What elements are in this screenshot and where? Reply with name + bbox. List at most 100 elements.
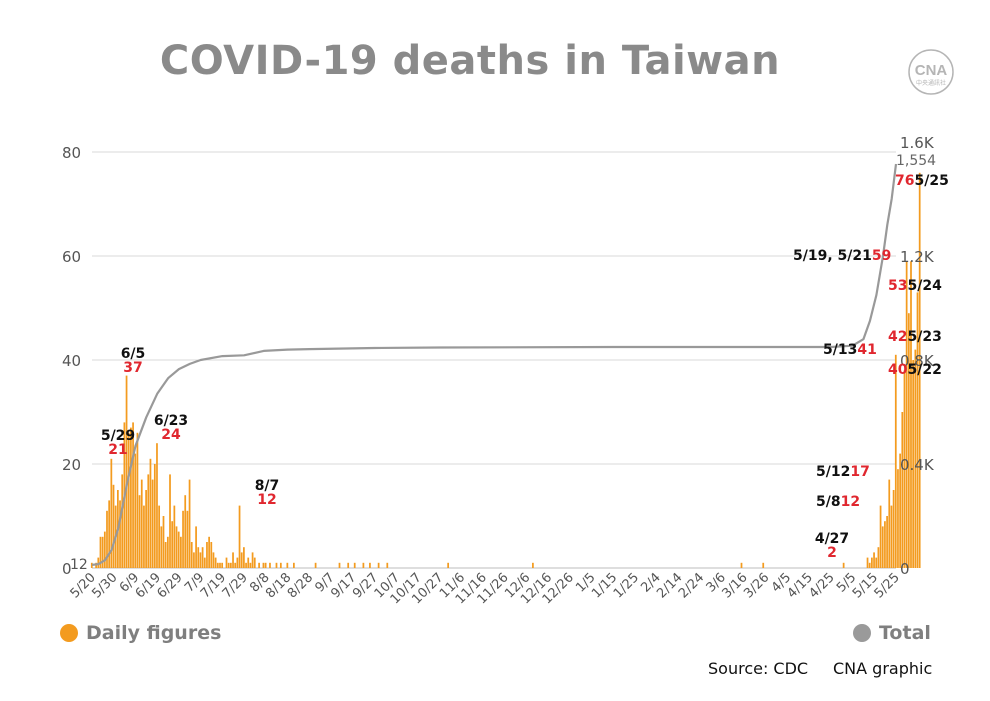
- bar: [164, 542, 167, 568]
- annotation-value: 42: [888, 329, 907, 345]
- bar: [184, 495, 187, 568]
- bar: [881, 526, 884, 568]
- bar: [140, 479, 143, 568]
- logo-subtitle: 中央通訊社: [916, 79, 946, 87]
- x-tick-label: 4/25: [806, 570, 837, 601]
- credit-note: CNA graphic: [833, 659, 933, 678]
- bar: [910, 261, 912, 568]
- bar: [236, 557, 239, 568]
- bar: [173, 505, 176, 568]
- legend-daily: Daily figures: [60, 622, 221, 644]
- bar: [897, 469, 899, 568]
- bar: [188, 479, 191, 568]
- legend-total-label: Total: [879, 622, 931, 644]
- right-tick-label: 1.2K: [900, 248, 935, 266]
- left-tick-label: 60: [62, 248, 81, 266]
- annotation-value: 17: [850, 464, 869, 480]
- bar: [166, 536, 169, 568]
- bar: [132, 422, 134, 568]
- bar: [912, 360, 915, 568]
- bar: [232, 552, 234, 568]
- bar: [121, 474, 124, 568]
- annotation-value: 2: [827, 545, 837, 561]
- bar: [190, 542, 193, 568]
- bar: [293, 562, 295, 568]
- annotation-value: 24: [161, 427, 181, 443]
- bar: [156, 443, 158, 568]
- annotation-value: 53: [888, 278, 907, 294]
- bar: [151, 479, 154, 568]
- bar: [229, 562, 232, 568]
- right-tick-label: 0: [900, 560, 910, 578]
- bar: [145, 490, 147, 568]
- bar: [905, 261, 908, 568]
- bar: [136, 432, 139, 568]
- bar: [879, 505, 882, 568]
- annotation-value: 41: [857, 342, 876, 358]
- bar: [240, 552, 243, 568]
- bar: [362, 562, 365, 568]
- bar: [532, 562, 534, 568]
- bar: [918, 172, 921, 569]
- bar: [264, 562, 267, 568]
- bar: [112, 484, 115, 568]
- bar: [314, 562, 317, 568]
- chart-title: COVID-19 deaths in Taiwan: [159, 38, 781, 84]
- bar: [866, 557, 869, 568]
- annotation-value: 12: [841, 494, 860, 510]
- annotation-value: 21: [108, 442, 127, 458]
- bar: [101, 536, 104, 568]
- bar: [186, 510, 189, 568]
- bar: [914, 349, 917, 568]
- bar: [199, 552, 202, 568]
- gridlines: [92, 151, 896, 569]
- x-tick-label: 5/30: [89, 570, 120, 601]
- annotation-date: 6/23: [154, 413, 188, 429]
- total-value-label: 1,554: [896, 153, 936, 169]
- bar: [892, 490, 895, 568]
- right-tick-label: 0.8K: [900, 352, 935, 370]
- x-tick-label: 7/29: [220, 570, 251, 601]
- right-tick-label: 0.4K: [900, 456, 935, 474]
- bar: [347, 562, 350, 568]
- bar: [249, 562, 252, 568]
- bar: [134, 453, 137, 568]
- bar: [890, 505, 893, 568]
- bar: [203, 557, 206, 568]
- bar: [899, 453, 901, 568]
- annotation-date: 5/13: [823, 342, 857, 358]
- bar: [286, 562, 289, 568]
- bar: [143, 505, 145, 568]
- annotation-value: 76: [895, 173, 914, 189]
- annotation-value: 37: [123, 360, 142, 376]
- bar: [130, 427, 132, 568]
- bar: [238, 505, 241, 568]
- bar: [369, 562, 371, 568]
- bar: [125, 375, 128, 568]
- bar: [193, 552, 195, 568]
- x-tick-label: 1/25: [611, 570, 642, 601]
- total-dot-icon: [853, 624, 871, 642]
- annotation-date: 4/27: [815, 531, 849, 547]
- bar: [227, 562, 230, 568]
- annotation-value: 59: [872, 248, 891, 264]
- daily-dot-icon: [60, 624, 78, 642]
- legend-total: Total: [853, 622, 931, 644]
- bar: [275, 562, 278, 568]
- bar: [219, 562, 221, 568]
- annotation-date: 5/24: [907, 278, 942, 294]
- bar: [127, 432, 130, 568]
- bar: [119, 500, 121, 568]
- bar: [182, 510, 184, 568]
- bar: [216, 562, 219, 568]
- bar: [740, 562, 743, 568]
- bar: [886, 516, 888, 568]
- bar: [888, 479, 891, 568]
- annotation-date: 6/5: [121, 346, 146, 362]
- right-axis: 0 0.4K 0.8K 1.2K 1.6K 12: [70, 134, 935, 578]
- bar: [871, 557, 873, 568]
- annotation-value: 40: [888, 362, 908, 378]
- x-axis: 5/205/306/96/196/297/97/197/298/88/188/2…: [68, 570, 903, 607]
- total-line: [91, 163, 898, 566]
